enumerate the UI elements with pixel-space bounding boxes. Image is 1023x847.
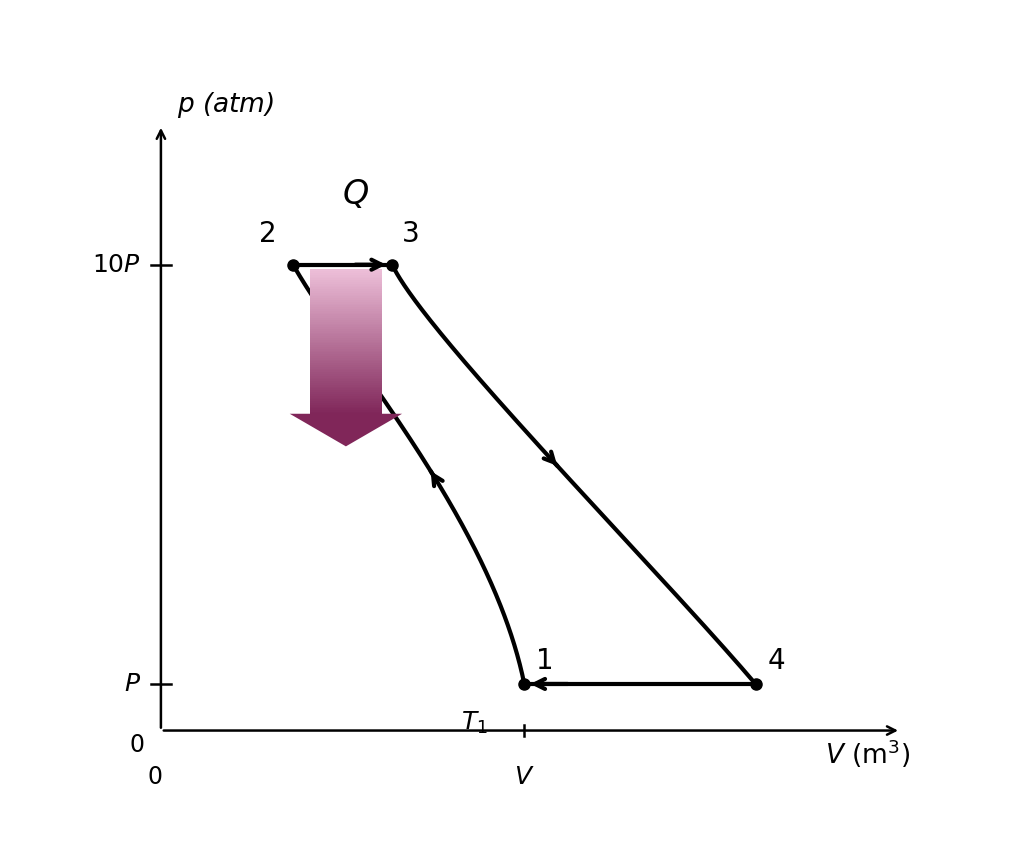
Polygon shape	[310, 316, 383, 318]
Polygon shape	[310, 273, 383, 274]
Polygon shape	[310, 291, 383, 293]
Polygon shape	[310, 340, 383, 341]
Polygon shape	[310, 335, 383, 336]
Polygon shape	[310, 367, 383, 368]
Text: $P$: $P$	[124, 672, 141, 696]
Polygon shape	[310, 274, 383, 277]
Polygon shape	[310, 303, 383, 306]
Polygon shape	[290, 414, 402, 446]
Polygon shape	[310, 318, 383, 320]
Text: $V$: $V$	[514, 766, 535, 789]
Polygon shape	[310, 325, 383, 327]
Polygon shape	[310, 285, 383, 287]
Text: 3: 3	[402, 220, 419, 248]
Polygon shape	[310, 383, 383, 385]
Polygon shape	[310, 329, 383, 330]
Polygon shape	[310, 412, 383, 414]
Polygon shape	[310, 397, 383, 399]
Polygon shape	[310, 300, 383, 302]
Polygon shape	[310, 379, 383, 381]
Polygon shape	[310, 403, 383, 405]
Polygon shape	[310, 392, 383, 394]
Polygon shape	[310, 374, 383, 376]
Polygon shape	[310, 282, 383, 284]
Text: $V\ \mathrm{(m^3)}$: $V\ \mathrm{(m^3)}$	[826, 738, 910, 770]
Polygon shape	[310, 352, 383, 354]
Polygon shape	[310, 314, 383, 316]
Polygon shape	[310, 302, 383, 303]
Polygon shape	[310, 365, 383, 367]
Text: 2: 2	[259, 220, 276, 248]
Polygon shape	[310, 378, 383, 379]
Polygon shape	[310, 341, 383, 343]
Text: $Q$: $Q$	[343, 179, 369, 211]
Polygon shape	[310, 357, 383, 360]
Polygon shape	[310, 269, 383, 271]
Text: 4: 4	[767, 646, 785, 674]
Polygon shape	[310, 351, 383, 352]
Polygon shape	[310, 295, 383, 296]
Polygon shape	[310, 354, 383, 356]
Polygon shape	[310, 362, 383, 363]
Polygon shape	[310, 360, 383, 362]
Polygon shape	[310, 385, 383, 387]
Polygon shape	[310, 376, 383, 378]
Polygon shape	[310, 277, 383, 279]
Polygon shape	[310, 320, 383, 322]
Polygon shape	[310, 349, 383, 351]
Polygon shape	[310, 363, 383, 365]
Polygon shape	[310, 394, 383, 396]
Polygon shape	[310, 399, 383, 401]
Polygon shape	[310, 296, 383, 298]
Text: $p$ (atm): $p$ (atm)	[177, 91, 275, 120]
Polygon shape	[310, 370, 383, 372]
Text: $0$: $0$	[129, 733, 144, 757]
Polygon shape	[310, 307, 383, 309]
Polygon shape	[310, 368, 383, 370]
Polygon shape	[310, 322, 383, 324]
Polygon shape	[310, 311, 383, 313]
Polygon shape	[310, 333, 383, 335]
Polygon shape	[310, 343, 383, 346]
Polygon shape	[310, 284, 383, 285]
Polygon shape	[310, 336, 383, 338]
Polygon shape	[310, 306, 383, 307]
Polygon shape	[310, 401, 383, 403]
Text: $0$: $0$	[146, 766, 162, 789]
Polygon shape	[310, 287, 383, 289]
Polygon shape	[310, 405, 383, 407]
Polygon shape	[310, 289, 383, 291]
Polygon shape	[310, 327, 383, 329]
Polygon shape	[310, 390, 383, 392]
Polygon shape	[310, 356, 383, 357]
Polygon shape	[310, 372, 383, 374]
Polygon shape	[310, 324, 383, 325]
Polygon shape	[310, 389, 383, 390]
Polygon shape	[310, 407, 383, 408]
Polygon shape	[310, 347, 383, 349]
Polygon shape	[310, 387, 383, 389]
Polygon shape	[310, 410, 383, 412]
Polygon shape	[310, 279, 383, 280]
Polygon shape	[310, 298, 383, 300]
Polygon shape	[310, 408, 383, 410]
Polygon shape	[310, 280, 383, 282]
Text: $T_1$: $T_1$	[461, 710, 488, 736]
Polygon shape	[310, 396, 383, 397]
Polygon shape	[310, 309, 383, 311]
Text: 1: 1	[536, 646, 553, 674]
Polygon shape	[310, 338, 383, 340]
Polygon shape	[310, 293, 383, 295]
Text: $10P$: $10P$	[92, 252, 141, 277]
Polygon shape	[310, 346, 383, 347]
Polygon shape	[310, 381, 383, 383]
Polygon shape	[310, 330, 383, 333]
Polygon shape	[310, 271, 383, 273]
Polygon shape	[310, 313, 383, 314]
